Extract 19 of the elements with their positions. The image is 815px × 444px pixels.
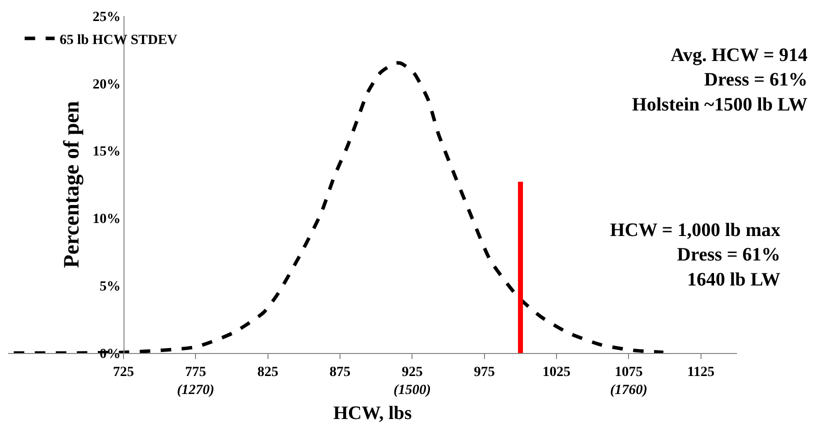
legend-label: 65 lb HCW STDEV <box>60 32 178 48</box>
y-axis-title: Percentage of pen <box>58 101 84 268</box>
x-tick-label: 775 (1270) <box>176 364 214 398</box>
y-tick-label: 20% <box>92 77 121 92</box>
x-tick-label: 875 <box>330 364 351 380</box>
y-tick-label: 10% <box>92 212 121 228</box>
x-tick-label: 1125 <box>687 364 715 380</box>
x-tick-label: 925 (1500) <box>394 364 431 398</box>
x-tick-label: 825 <box>257 364 278 380</box>
x-tick-label: 975 <box>474 364 495 380</box>
annotation: Avg. HCW = 914 Dress = 61% Holstein ~1500 lb LW <box>632 45 808 116</box>
x-tick-label: 725 <box>112 364 134 380</box>
annotation: HCW = 1,000 lb max Dress = 61% 1640 lb LW <box>610 220 781 290</box>
y-tick-label: 15% <box>92 144 121 160</box>
x-tick-label: 1025 <box>542 364 571 380</box>
x-tick-label: 1075 (1760) <box>610 364 648 398</box>
y-tick-label: 25% <box>92 10 121 25</box>
y-tick-label: 5% <box>100 280 121 294</box>
x-axis-title: HCW, lbs <box>333 402 412 424</box>
